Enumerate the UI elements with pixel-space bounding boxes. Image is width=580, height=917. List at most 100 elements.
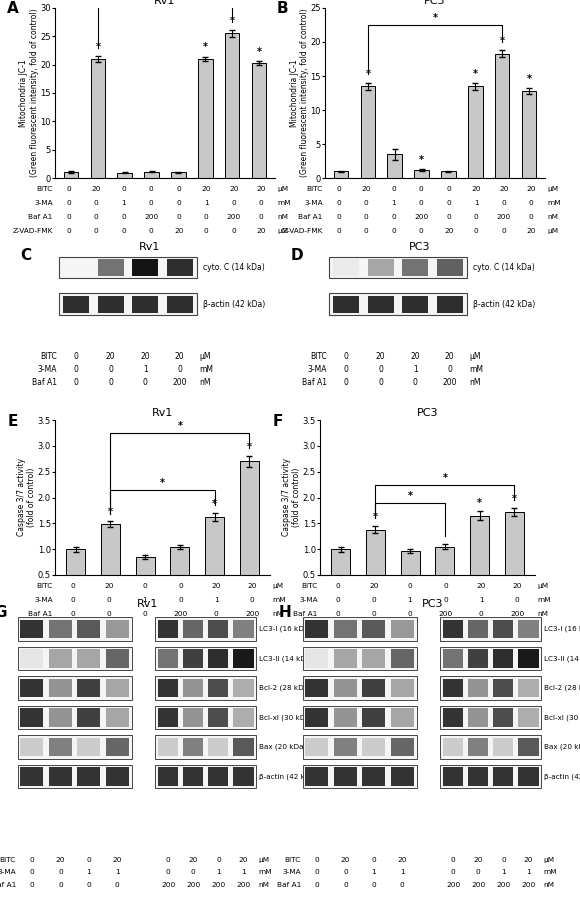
Bar bbox=[155, 765, 256, 789]
Text: 200: 200 bbox=[471, 882, 485, 889]
Text: 0: 0 bbox=[474, 214, 478, 220]
Text: 0: 0 bbox=[336, 611, 340, 617]
Text: 0: 0 bbox=[407, 611, 412, 617]
Text: 0: 0 bbox=[364, 200, 369, 206]
Bar bbox=[240, 461, 259, 601]
Text: 0: 0 bbox=[336, 597, 340, 602]
Bar bbox=[66, 549, 85, 601]
Text: 0: 0 bbox=[149, 185, 154, 192]
Bar bbox=[20, 768, 44, 786]
Bar bbox=[306, 708, 328, 727]
Text: 0: 0 bbox=[501, 856, 506, 863]
Text: 200: 200 bbox=[496, 214, 511, 220]
Bar bbox=[329, 257, 467, 278]
Text: 200: 200 bbox=[438, 611, 452, 617]
Text: 0: 0 bbox=[419, 200, 423, 206]
Text: 0: 0 bbox=[392, 214, 396, 220]
Text: 20: 20 bbox=[477, 582, 486, 589]
Bar bbox=[49, 620, 72, 638]
Text: 0: 0 bbox=[336, 200, 341, 206]
Text: 0: 0 bbox=[94, 200, 99, 206]
Text: 0: 0 bbox=[178, 597, 183, 602]
Bar bbox=[391, 649, 414, 668]
Text: 200: 200 bbox=[211, 882, 226, 889]
Bar bbox=[166, 259, 193, 276]
Text: BITC: BITC bbox=[310, 352, 327, 361]
Text: *: * bbox=[177, 422, 182, 431]
Text: BITC: BITC bbox=[40, 352, 57, 361]
Text: 200: 200 bbox=[245, 611, 259, 617]
Bar bbox=[334, 259, 360, 276]
Bar bbox=[494, 768, 513, 786]
Text: 1: 1 bbox=[501, 869, 506, 876]
Bar bbox=[78, 649, 100, 668]
Bar bbox=[303, 765, 416, 789]
Text: 0: 0 bbox=[529, 200, 534, 206]
Text: 0: 0 bbox=[74, 378, 79, 387]
Bar bbox=[329, 293, 467, 315]
Bar bbox=[63, 295, 89, 313]
Bar bbox=[443, 620, 463, 638]
Bar bbox=[440, 646, 541, 670]
Text: LC3-II (14 kDa): LC3-II (14 kDa) bbox=[259, 656, 313, 662]
Text: 3-MA: 3-MA bbox=[299, 597, 318, 602]
Title: Rv1: Rv1 bbox=[152, 408, 173, 418]
Text: nM: nM bbox=[537, 611, 548, 617]
Text: 1: 1 bbox=[214, 597, 219, 602]
Text: 0: 0 bbox=[314, 856, 319, 863]
Text: Bax (20 kDa): Bax (20 kDa) bbox=[544, 744, 580, 750]
Bar bbox=[306, 768, 328, 786]
Bar bbox=[391, 768, 414, 786]
Title: PC3: PC3 bbox=[417, 408, 438, 418]
Bar bbox=[234, 708, 253, 727]
Bar bbox=[97, 259, 124, 276]
Text: 20: 20 bbox=[113, 856, 122, 863]
Text: 20: 20 bbox=[398, 856, 407, 863]
Text: *: * bbox=[162, 0, 168, 3]
Text: 0: 0 bbox=[177, 365, 182, 374]
Bar bbox=[106, 737, 129, 757]
Bar bbox=[519, 708, 539, 727]
Text: 0: 0 bbox=[479, 611, 484, 617]
Title: PC3: PC3 bbox=[422, 599, 443, 609]
Text: 0: 0 bbox=[176, 185, 181, 192]
Bar bbox=[234, 679, 253, 698]
Text: 0: 0 bbox=[142, 611, 147, 617]
Bar bbox=[391, 679, 414, 698]
Text: 1: 1 bbox=[392, 200, 396, 206]
Bar bbox=[334, 620, 357, 638]
Text: 0: 0 bbox=[372, 856, 376, 863]
Text: 0: 0 bbox=[214, 611, 219, 617]
Bar bbox=[20, 679, 44, 698]
Text: Baf A1: Baf A1 bbox=[28, 611, 53, 617]
Text: *: * bbox=[246, 442, 252, 452]
Text: 0: 0 bbox=[121, 185, 126, 192]
Bar bbox=[198, 59, 213, 178]
Bar bbox=[391, 737, 414, 757]
Text: 0: 0 bbox=[336, 582, 340, 589]
Text: *: * bbox=[212, 499, 217, 509]
Text: 0: 0 bbox=[142, 582, 147, 589]
Text: 0: 0 bbox=[250, 597, 255, 602]
Title: Rv1: Rv1 bbox=[139, 242, 160, 252]
Text: nM: nM bbox=[469, 378, 481, 387]
Text: β-actin (42 kDa): β-actin (42 kDa) bbox=[259, 773, 317, 779]
Text: μM: μM bbox=[543, 856, 554, 863]
Text: D: D bbox=[291, 249, 303, 263]
Text: mM: mM bbox=[277, 200, 291, 206]
Y-axis label: Caspase 3/7 activity
(fold of control): Caspase 3/7 activity (fold of control) bbox=[282, 458, 301, 536]
Text: 0: 0 bbox=[343, 869, 348, 876]
Text: 0: 0 bbox=[447, 185, 451, 192]
Text: 20: 20 bbox=[256, 185, 266, 192]
Bar bbox=[362, 649, 385, 668]
Text: 20: 20 bbox=[444, 228, 454, 235]
Text: 200: 200 bbox=[443, 378, 457, 387]
Bar bbox=[443, 679, 463, 698]
Text: 3-MA: 3-MA bbox=[304, 200, 322, 206]
Text: 0: 0 bbox=[259, 200, 264, 206]
Text: 0: 0 bbox=[336, 214, 341, 220]
Text: *: * bbox=[433, 13, 437, 23]
Text: 0: 0 bbox=[74, 352, 79, 361]
Text: 20: 20 bbox=[104, 582, 114, 589]
Bar bbox=[362, 679, 385, 698]
